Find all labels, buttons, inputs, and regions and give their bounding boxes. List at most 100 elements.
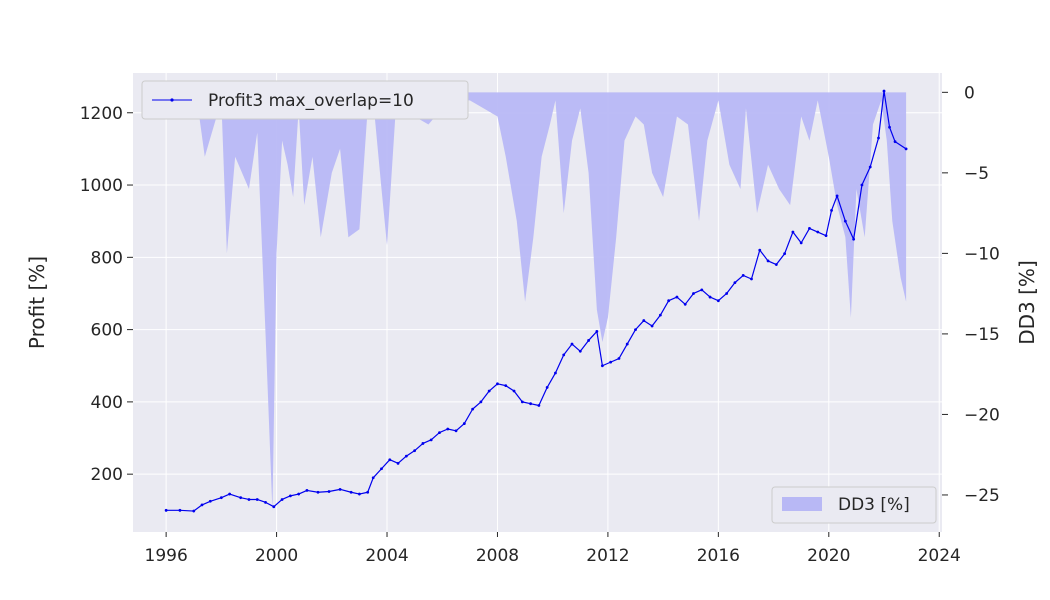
y-tick-label: 600 <box>91 321 123 341</box>
profit-point <box>297 492 301 496</box>
profit-point <box>255 498 259 501</box>
drawdown-area <box>166 92 907 512</box>
profit-point <box>338 487 342 491</box>
profit-point <box>316 490 320 494</box>
profit-point <box>774 263 778 266</box>
profit-point <box>716 299 720 303</box>
profit-point <box>824 234 828 238</box>
profit-point <box>877 136 880 140</box>
legend-frame <box>771 486 937 524</box>
profit-point <box>545 386 549 389</box>
profit-point <box>617 357 621 360</box>
profit-point <box>758 248 762 252</box>
profit-point <box>537 404 541 407</box>
profit-point <box>893 140 897 144</box>
profit-line-layer <box>164 89 908 513</box>
profit-point <box>512 389 516 393</box>
profit-point <box>272 505 276 509</box>
profit-point <box>600 364 604 368</box>
profit-point <box>650 324 654 328</box>
x-tick-label: 1996 <box>145 546 188 566</box>
y2-tick-label: 0 <box>964 83 975 103</box>
profit-point <box>178 508 182 512</box>
profit-point <box>708 295 712 299</box>
profit-point <box>462 422 466 425</box>
drawdown-area-layer <box>166 92 907 512</box>
profit-point <box>766 259 770 263</box>
x-tick-label: 2008 <box>476 546 519 566</box>
profit-point <box>371 476 375 480</box>
profit-point <box>683 302 687 306</box>
profit-point <box>843 219 847 223</box>
y-tick-label: 200 <box>91 465 123 485</box>
y2-tick-label: −25 <box>964 486 1000 506</box>
profit-point <box>625 342 629 346</box>
profit-point <box>700 288 704 292</box>
profit-point <box>280 498 284 501</box>
x-tick-label: 2004 <box>365 546 408 566</box>
profit-point <box>413 449 417 453</box>
profit-point <box>247 498 251 501</box>
legend-marker-swatch <box>170 98 174 102</box>
profit-point <box>396 461 400 465</box>
profit-point <box>830 208 833 212</box>
profit-point <box>327 490 331 493</box>
x-tick-label: 2024 <box>918 546 961 566</box>
y-axis-title-right: DD3 [%] <box>1015 260 1039 345</box>
profit-point <box>634 328 637 332</box>
y-axis-title-left: Profit [%] <box>25 256 49 349</box>
profit-point <box>554 371 557 375</box>
profit-point <box>904 147 908 151</box>
profit-point <box>667 299 671 303</box>
profit-point <box>578 349 582 353</box>
profit-point <box>799 241 803 245</box>
axis-labels: 1996 2000 2004 2008 2012 2016 2020 2024 200 400 60… <box>80 83 1000 566</box>
x-tick-label: 2000 <box>255 546 298 566</box>
profit-point <box>228 492 232 496</box>
profit-point <box>725 292 729 295</box>
x-tick-label: 2016 <box>697 546 740 566</box>
profit-point <box>487 389 491 393</box>
profit-point <box>366 490 370 494</box>
y2-tick-label: −20 <box>964 405 1000 425</box>
profit-point <box>164 508 168 512</box>
profit-point <box>404 454 408 458</box>
profit-point <box>388 458 392 462</box>
profit-point <box>288 494 292 498</box>
profit-point <box>888 125 891 129</box>
profit-point <box>587 339 590 342</box>
y-tick-label: 800 <box>91 248 123 268</box>
profit-point <box>429 438 433 442</box>
profit-point <box>446 427 450 431</box>
y-tick-label: 1000 <box>80 176 123 196</box>
profit-point <box>305 489 309 492</box>
profit-point <box>239 496 243 500</box>
profit-point <box>609 360 613 364</box>
y-tick-label: 1200 <box>80 104 123 124</box>
profit-point <box>642 319 646 322</box>
profit-point <box>504 384 508 388</box>
y2-tick-label: −15 <box>964 325 1000 345</box>
profit-point <box>733 281 737 285</box>
profit-point <box>192 509 196 513</box>
y2-tick-label: −10 <box>964 244 1000 264</box>
profit-point <box>479 400 483 404</box>
profit-point <box>692 292 695 295</box>
x-tick-label: 2020 <box>807 546 850 566</box>
profit-point <box>741 273 745 277</box>
y2-tick-label: −5 <box>964 164 989 184</box>
profit-point <box>835 194 839 198</box>
profit-point <box>529 402 532 406</box>
profit-point <box>421 442 425 445</box>
legend-label-dd: DD3 [%] <box>838 495 910 515</box>
profit-point <box>438 431 441 435</box>
legend-top-left: Profit3 max_overlap=10 <box>141 80 469 120</box>
profit-point <box>471 407 475 411</box>
profit-point <box>783 252 787 256</box>
profit-point <box>816 230 820 234</box>
profit-point <box>675 295 679 299</box>
profit-point <box>750 277 753 281</box>
profit-point <box>860 183 864 187</box>
profit-point <box>380 467 383 471</box>
